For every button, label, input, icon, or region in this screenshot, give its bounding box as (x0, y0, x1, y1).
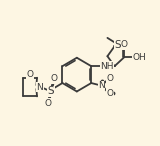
Text: OH: OH (133, 53, 146, 62)
Text: N: N (36, 82, 43, 92)
Text: N: N (98, 81, 105, 90)
Text: S: S (114, 40, 121, 50)
Text: NH: NH (100, 62, 114, 71)
Text: O: O (106, 74, 113, 83)
Text: O: O (44, 99, 51, 108)
Text: O: O (121, 40, 128, 49)
Text: S: S (48, 86, 54, 96)
Text: O: O (27, 70, 34, 79)
Text: O: O (106, 88, 113, 98)
Text: O: O (51, 74, 58, 83)
